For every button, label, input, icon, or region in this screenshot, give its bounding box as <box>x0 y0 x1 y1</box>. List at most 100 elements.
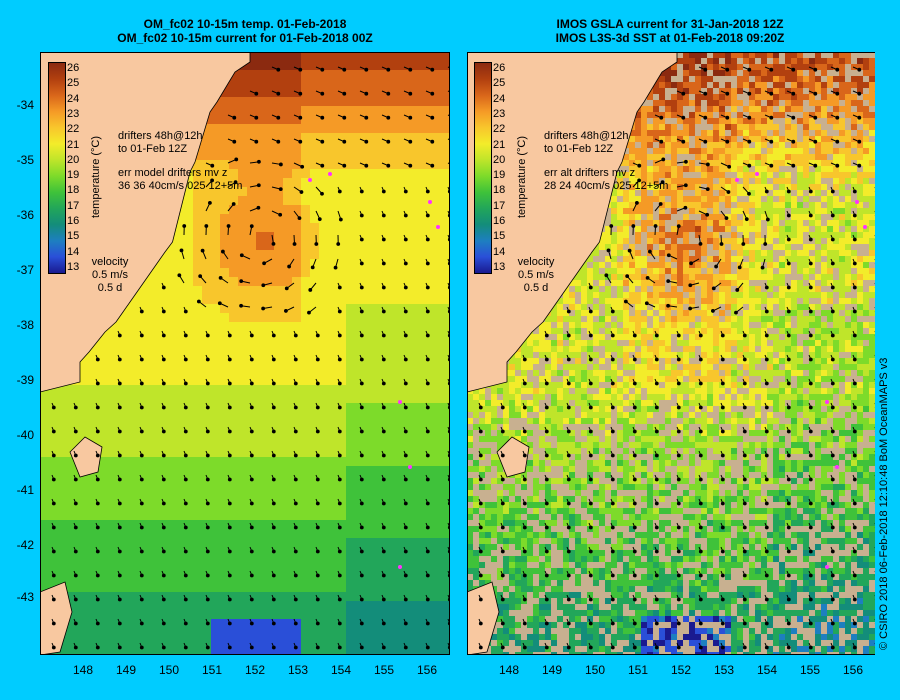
sst-cell <box>400 529 409 538</box>
sst-cell <box>247 511 256 520</box>
sst-cell <box>220 259 229 268</box>
sst-cell <box>310 421 319 430</box>
sst-cell <box>157 430 166 439</box>
sst-cell <box>76 430 85 439</box>
sst-cell <box>418 205 427 214</box>
sst-cell <box>319 97 328 106</box>
sst-cell <box>809 70 815 76</box>
sst-cell <box>839 88 845 94</box>
sst-cell <box>220 322 229 331</box>
sst-cell <box>67 646 76 655</box>
sst-cell <box>821 52 827 58</box>
sst-cell <box>328 349 337 358</box>
sst-cell <box>328 241 337 250</box>
sst-cell <box>265 565 274 574</box>
sst-cell <box>445 367 450 376</box>
sst-cell <box>436 547 445 556</box>
sst-cell <box>67 412 76 421</box>
sst-cell <box>310 250 319 259</box>
sst-cell <box>707 106 713 112</box>
sst-cell <box>301 376 310 385</box>
sst-cell <box>364 70 373 79</box>
sst-cell <box>301 259 310 268</box>
drifter-point <box>328 172 332 176</box>
current-arrow-head <box>364 139 369 144</box>
sst-cell <box>364 340 373 349</box>
sst-cell <box>418 646 427 655</box>
sst-cell <box>202 340 211 349</box>
sst-cell <box>265 628 274 637</box>
sst-cell <box>193 556 202 565</box>
sst-cell <box>328 484 337 493</box>
sst-cell <box>103 349 112 358</box>
sst-cell <box>76 628 85 637</box>
sst-cell <box>683 136 689 142</box>
sst-cell <box>292 484 301 493</box>
sst-cell <box>319 61 328 70</box>
sst-cell <box>166 520 175 529</box>
sst-cell <box>94 484 103 493</box>
sst-cell <box>283 133 292 142</box>
sst-cell <box>346 223 355 232</box>
sst-cell <box>301 394 310 403</box>
sst-cell <box>364 466 373 475</box>
sst-cell <box>418 286 427 295</box>
current-arrow-head <box>271 477 276 482</box>
sst-cell <box>274 70 283 79</box>
sst-cell <box>283 529 292 538</box>
sst-cell <box>157 619 166 628</box>
current-arrow-head <box>342 115 347 120</box>
sst-cell <box>283 250 292 259</box>
current-arrow-head <box>337 285 342 290</box>
sst-cell <box>713 52 719 58</box>
sst-cell <box>815 52 821 58</box>
sst-cell <box>445 250 450 259</box>
sst-cell <box>247 205 256 214</box>
sst-cell <box>58 403 67 412</box>
sst-cell <box>755 130 761 136</box>
sst-cell <box>229 439 238 448</box>
sst-cell <box>677 76 683 82</box>
sst-cell <box>391 556 400 565</box>
sst-cell <box>445 511 450 520</box>
sst-cell <box>749 124 755 130</box>
sst-cell <box>202 412 211 421</box>
sst-cell <box>445 538 450 547</box>
current-arrow-head <box>95 597 100 602</box>
sst-cell <box>238 349 247 358</box>
sst-cell <box>301 511 310 520</box>
sst-cell <box>346 214 355 223</box>
sst-cell <box>436 511 445 520</box>
sst-cell <box>346 151 355 160</box>
current-arrow-head <box>183 309 188 314</box>
sst-cell <box>238 457 247 466</box>
sst-cell <box>355 637 364 646</box>
sst-cell <box>310 349 319 358</box>
sst-cell <box>391 160 400 169</box>
current-arrow-head <box>359 333 364 338</box>
sst-cell <box>256 610 265 619</box>
sst-cell <box>391 430 400 439</box>
sst-cell <box>400 313 409 322</box>
sst-cell <box>256 367 265 376</box>
sst-cell <box>229 520 238 529</box>
current-arrow-head <box>425 405 430 410</box>
sst-cell <box>157 367 166 376</box>
current-arrow-head <box>205 621 210 626</box>
sst-cell <box>851 52 857 58</box>
current-arrow-head <box>425 597 430 602</box>
sst-cell <box>238 466 247 475</box>
sst-cell <box>319 556 328 565</box>
sst-cell <box>211 241 220 250</box>
sst-cell <box>749 82 755 88</box>
sst-cell <box>67 430 76 439</box>
current-arrow-head <box>117 405 122 410</box>
sst-cell <box>292 367 301 376</box>
current-arrow-head <box>337 381 342 386</box>
sst-cell <box>707 124 713 130</box>
sst-cell <box>85 403 94 412</box>
sst-cell <box>292 412 301 421</box>
sst-cell <box>238 187 247 196</box>
current-arrow-head <box>161 309 166 314</box>
sst-cell <box>364 223 373 232</box>
